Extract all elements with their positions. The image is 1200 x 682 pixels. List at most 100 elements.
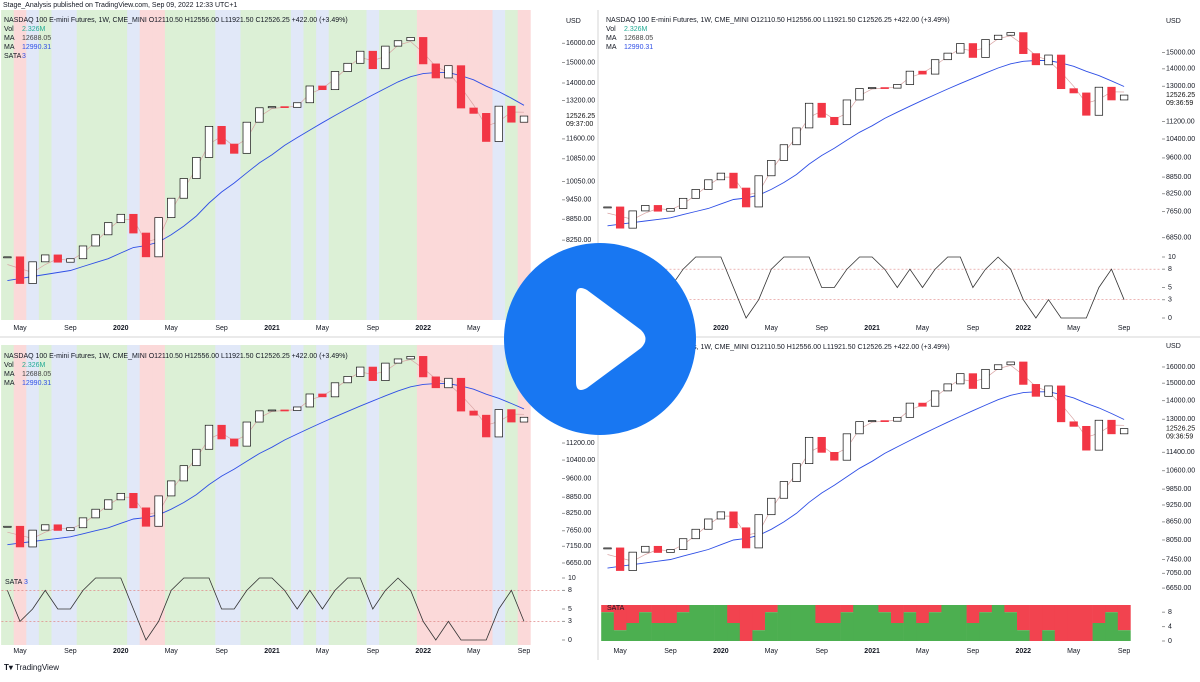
stage-band — [164, 10, 178, 320]
candle — [615, 547, 625, 571]
y-tick-label: 7450.00 — [1166, 556, 1191, 563]
heat-cell — [765, 612, 778, 641]
stage-band — [253, 345, 267, 645]
y-tick-label: 16000.00 — [1166, 364, 1195, 371]
candle — [1031, 384, 1041, 397]
candle — [729, 172, 738, 189]
candle — [330, 382, 340, 398]
candle — [830, 451, 839, 461]
x-tick-label: Sep — [1118, 325, 1131, 332]
heat-cell — [903, 605, 917, 613]
stage-band — [416, 345, 430, 645]
candle — [691, 189, 700, 199]
legend-value: 2.326M — [624, 26, 648, 33]
y-tick-label: 7050.00 — [1166, 570, 1191, 577]
legend-name: Vol — [4, 362, 14, 369]
candle — [628, 551, 637, 571]
x-tick-label: Sep — [367, 648, 380, 655]
currency-label: USD — [1166, 343, 1181, 350]
candle — [393, 358, 403, 364]
candle — [943, 52, 952, 61]
candle — [716, 172, 726, 181]
candle — [1082, 92, 1091, 116]
stage-band — [215, 10, 229, 320]
x-tick-label: 2022 — [1016, 648, 1032, 655]
candle — [1056, 54, 1066, 90]
heat-cell — [1017, 630, 1030, 641]
stage-band — [89, 10, 103, 320]
heat-cell — [991, 605, 1005, 641]
candle — [456, 65, 466, 109]
candle — [678, 538, 688, 550]
charts: 8250.00 8850.00 9450.00 10050.00 10850.00 116… — [1, 10, 1195, 655]
candle — [204, 125, 214, 158]
candle — [804, 436, 814, 464]
candle — [867, 87, 877, 89]
stage-band — [114, 10, 128, 320]
heat-cell — [1042, 630, 1056, 641]
candle — [494, 409, 503, 438]
chart-panel: 6650.00 7050.00 7450.00 8050.00 8650.00 9250.… — [601, 343, 1195, 655]
heat-cell — [1029, 605, 1043, 641]
heat-cell — [727, 605, 741, 623]
legend-name: MA — [606, 44, 617, 51]
stage-band — [404, 10, 418, 320]
candle — [641, 205, 650, 212]
stage-band — [316, 345, 330, 645]
play-button[interactable] — [504, 243, 696, 435]
legend-title: NASDAQ 100 E-mini Futures, 1W, CME_MINI … — [4, 17, 348, 24]
x-tick-label: Sep — [967, 648, 980, 655]
heat-cell — [1117, 630, 1131, 641]
stage-band — [101, 345, 115, 645]
stage-band — [51, 10, 65, 320]
y-tick-label: 16000.00 — [566, 40, 595, 47]
candle — [91, 508, 100, 519]
stage-band — [492, 345, 506, 645]
candle — [494, 105, 503, 142]
candle — [666, 208, 675, 212]
candle — [615, 206, 625, 229]
y-tick-label: 14000.00 — [1166, 397, 1195, 404]
y-tick-label: 10400.00 — [1166, 136, 1195, 143]
heat-cell — [1004, 612, 1018, 641]
candle — [217, 125, 226, 145]
legend-value: 12990.31 — [22, 44, 51, 51]
stage-band — [127, 10, 141, 320]
candle — [419, 356, 428, 378]
heat-cell — [891, 605, 904, 623]
indicator-tick-label: 8 — [1168, 266, 1172, 273]
candle — [167, 480, 176, 497]
heat-cell — [828, 623, 841, 641]
stage-band — [341, 10, 355, 320]
candle — [893, 84, 902, 89]
stage-band — [391, 10, 405, 320]
heat-cell — [853, 605, 867, 641]
stage-band — [353, 10, 367, 320]
candle — [1044, 54, 1053, 66]
heat-cell — [840, 605, 854, 613]
candle — [981, 368, 990, 389]
candle — [267, 409, 277, 412]
heat-cell — [954, 605, 967, 641]
indicator-tick-label: 5 — [1168, 284, 1172, 291]
candle — [641, 545, 650, 553]
x-tick-label: Sep — [664, 648, 677, 655]
sata-line — [607, 256, 1125, 319]
candle — [444, 377, 453, 389]
candle — [704, 179, 713, 190]
x-tick-label: 2020 — [113, 648, 129, 655]
heat-cell — [1017, 605, 1030, 631]
y-tick-label: 7150.00 — [566, 543, 591, 550]
candle — [653, 205, 663, 212]
play-icon[interactable] — [576, 288, 646, 390]
heat-cell — [916, 623, 930, 641]
chart-panel: 6850.00 7650.00 8250.00 8850.00 9600.00 10400… — [601, 17, 1195, 332]
candle — [855, 88, 864, 101]
stage-band — [404, 345, 418, 645]
candle — [817, 436, 826, 453]
stage-band — [202, 10, 216, 320]
candle — [507, 409, 516, 423]
candle — [41, 524, 50, 531]
y-tick-label: 9850.00 — [1166, 486, 1191, 493]
